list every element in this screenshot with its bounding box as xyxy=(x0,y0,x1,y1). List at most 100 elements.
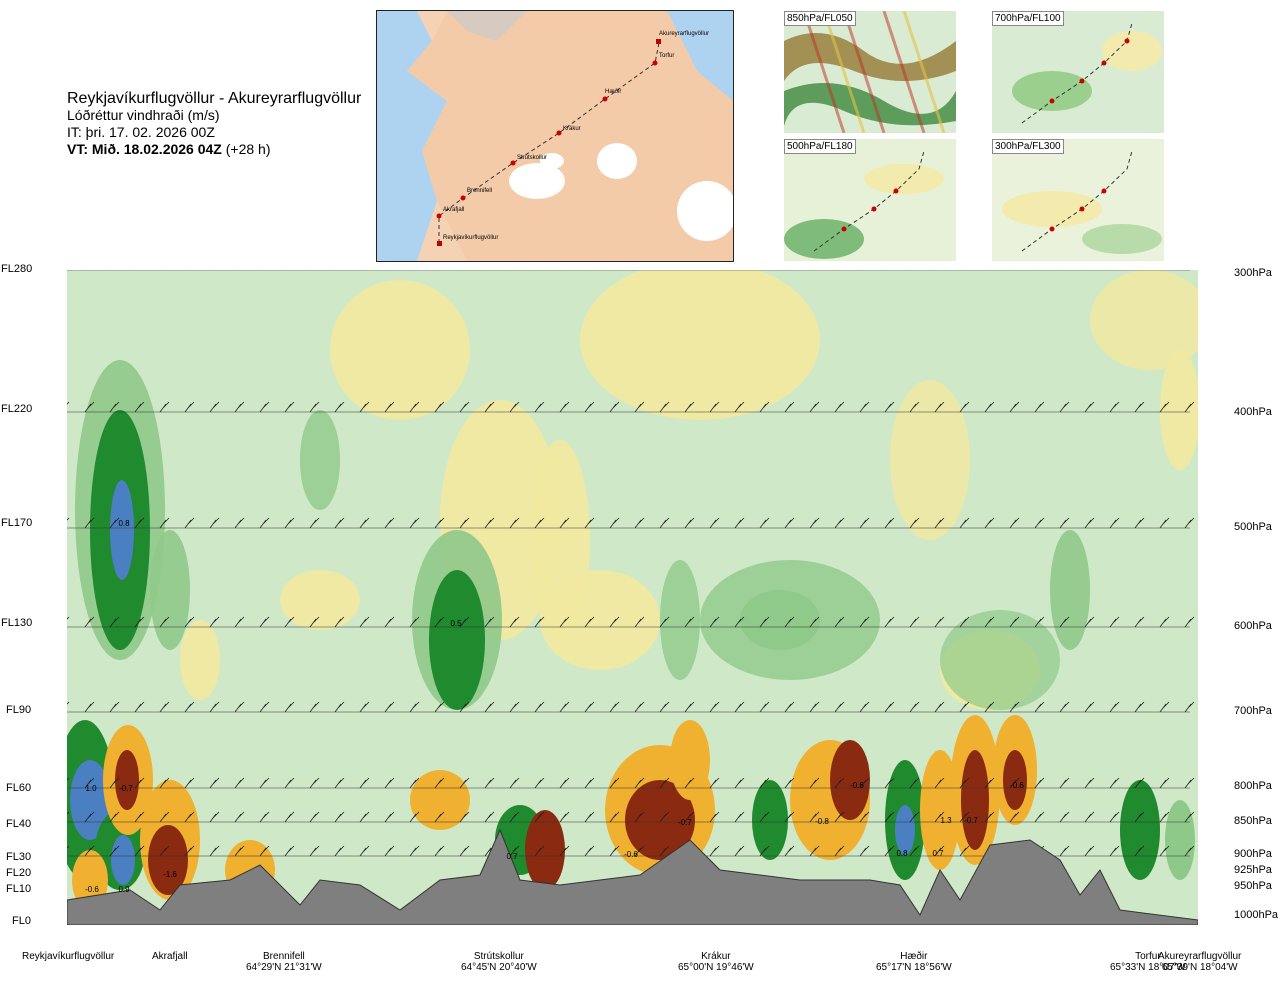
wind-barb xyxy=(484,401,495,413)
wind-barb xyxy=(434,616,445,628)
wind-barb xyxy=(1084,701,1095,713)
field-contour xyxy=(410,770,470,830)
field-contour xyxy=(1120,780,1160,880)
field-contour xyxy=(1090,270,1198,370)
wind-barb xyxy=(1159,401,1170,413)
wind-barb xyxy=(1109,517,1120,529)
wind-barb xyxy=(710,270,711,271)
wind-barb xyxy=(1185,270,1186,271)
wind-barb xyxy=(684,701,695,713)
wind-barb xyxy=(784,401,795,413)
wind-barb xyxy=(509,401,520,413)
wind-barb xyxy=(459,845,470,857)
wind-barb xyxy=(734,517,745,529)
wind-barb xyxy=(409,517,420,529)
value-label: 1.0 xyxy=(85,784,97,793)
fl-label: FL20 xyxy=(6,867,32,879)
wind-barb xyxy=(334,701,345,713)
wind-barb xyxy=(659,401,670,413)
wind-barb xyxy=(409,701,420,713)
wind-barb xyxy=(284,701,295,713)
wind-barb xyxy=(734,701,745,713)
wind-barb xyxy=(584,517,595,529)
wind-barb xyxy=(1084,811,1095,823)
wind-barb xyxy=(459,811,470,823)
wind-barb xyxy=(484,517,495,529)
valid-time: VT: Mið. 18.02.2026 04Z xyxy=(67,141,222,157)
wind-barb xyxy=(559,517,570,529)
thumbnail-label: 850hPa/FL050 xyxy=(784,11,856,26)
wind-barb xyxy=(684,401,695,413)
wind-barb xyxy=(209,777,220,789)
station-reykjavikurflugvollur: Reykjavíkurflugvöllur xyxy=(22,951,115,962)
wind-barb xyxy=(384,777,395,789)
map-label-2: Hæðir xyxy=(605,88,621,95)
wind-barb xyxy=(1134,845,1145,857)
wind-barb xyxy=(335,270,336,271)
wind-barb xyxy=(1034,811,1045,823)
wind-barb xyxy=(434,777,445,789)
route-map-graphic: Akureyrarflugvöllur Torfur Hæðir Krákur … xyxy=(377,11,733,261)
wind-barb xyxy=(209,811,220,823)
wind-barb xyxy=(784,616,795,628)
wind-barb xyxy=(1034,701,1045,713)
wind-barb xyxy=(834,701,845,713)
wind-barb xyxy=(384,616,395,628)
wind-barb xyxy=(984,701,995,713)
wind-barb xyxy=(959,517,970,529)
wind-barb xyxy=(509,616,520,628)
wind-barb xyxy=(1134,517,1145,529)
thumbnail-300[interactable]: 300hPa/FL300 xyxy=(992,139,1164,261)
thumbnail-500[interactable]: 500hPa/FL180 xyxy=(784,139,956,261)
wind-barb xyxy=(1059,701,1070,713)
wind-barb xyxy=(709,701,720,713)
wind-barb xyxy=(834,401,845,413)
field-contour xyxy=(1050,530,1090,650)
station-krakur: Krákur 65°00'N 19°46'W xyxy=(678,951,754,973)
wind-barb xyxy=(284,845,295,857)
wind-barb xyxy=(84,777,95,789)
wind-barb xyxy=(709,777,720,789)
wind-barb xyxy=(760,270,761,271)
wind-barb xyxy=(209,517,220,529)
value-label: 0.7 xyxy=(932,849,944,858)
wind-barb xyxy=(809,777,820,789)
field-contour xyxy=(70,760,110,840)
wind-barb xyxy=(559,845,570,857)
wind-barb xyxy=(134,811,145,823)
wind-barb xyxy=(1084,517,1095,529)
wind-barb xyxy=(284,401,295,413)
wind-barb xyxy=(484,701,495,713)
wind-barb xyxy=(460,270,461,271)
wind-barb xyxy=(759,517,770,529)
field-contour xyxy=(150,530,190,650)
wind-barb xyxy=(559,701,570,713)
map-waypoint-brennifell xyxy=(460,195,466,201)
field-contour xyxy=(890,380,970,540)
wind-barb xyxy=(1009,517,1020,529)
value-label: -0.8 xyxy=(815,817,829,826)
wind-barb xyxy=(234,811,245,823)
field-contour xyxy=(625,780,695,860)
thumbnail-850[interactable]: 850hPa/FL050 xyxy=(784,11,956,133)
wind-barb xyxy=(1159,777,1170,789)
thumbnail-700[interactable]: 700hPa/FL100 xyxy=(992,11,1164,133)
wind-barb xyxy=(159,701,170,713)
field-contour xyxy=(895,805,915,855)
wind-barb xyxy=(259,701,270,713)
wind-barb xyxy=(67,616,70,620)
wind-barb xyxy=(635,270,636,271)
wind-barb xyxy=(234,777,245,789)
wind-barb xyxy=(1184,401,1195,413)
route-map: Akureyrarflugvöllur Torfur Hæðir Krákur … xyxy=(376,10,734,262)
wind-barb xyxy=(1084,845,1095,857)
wind-barb xyxy=(959,616,970,628)
wind-barb xyxy=(809,811,820,823)
wind-barb xyxy=(209,701,220,713)
wind-barb xyxy=(709,401,720,413)
value-label: -0.6 xyxy=(850,781,864,790)
wind-barb xyxy=(484,811,495,823)
wind-barb xyxy=(735,270,736,271)
wind-barb xyxy=(334,517,345,529)
wind-barb xyxy=(909,616,920,628)
